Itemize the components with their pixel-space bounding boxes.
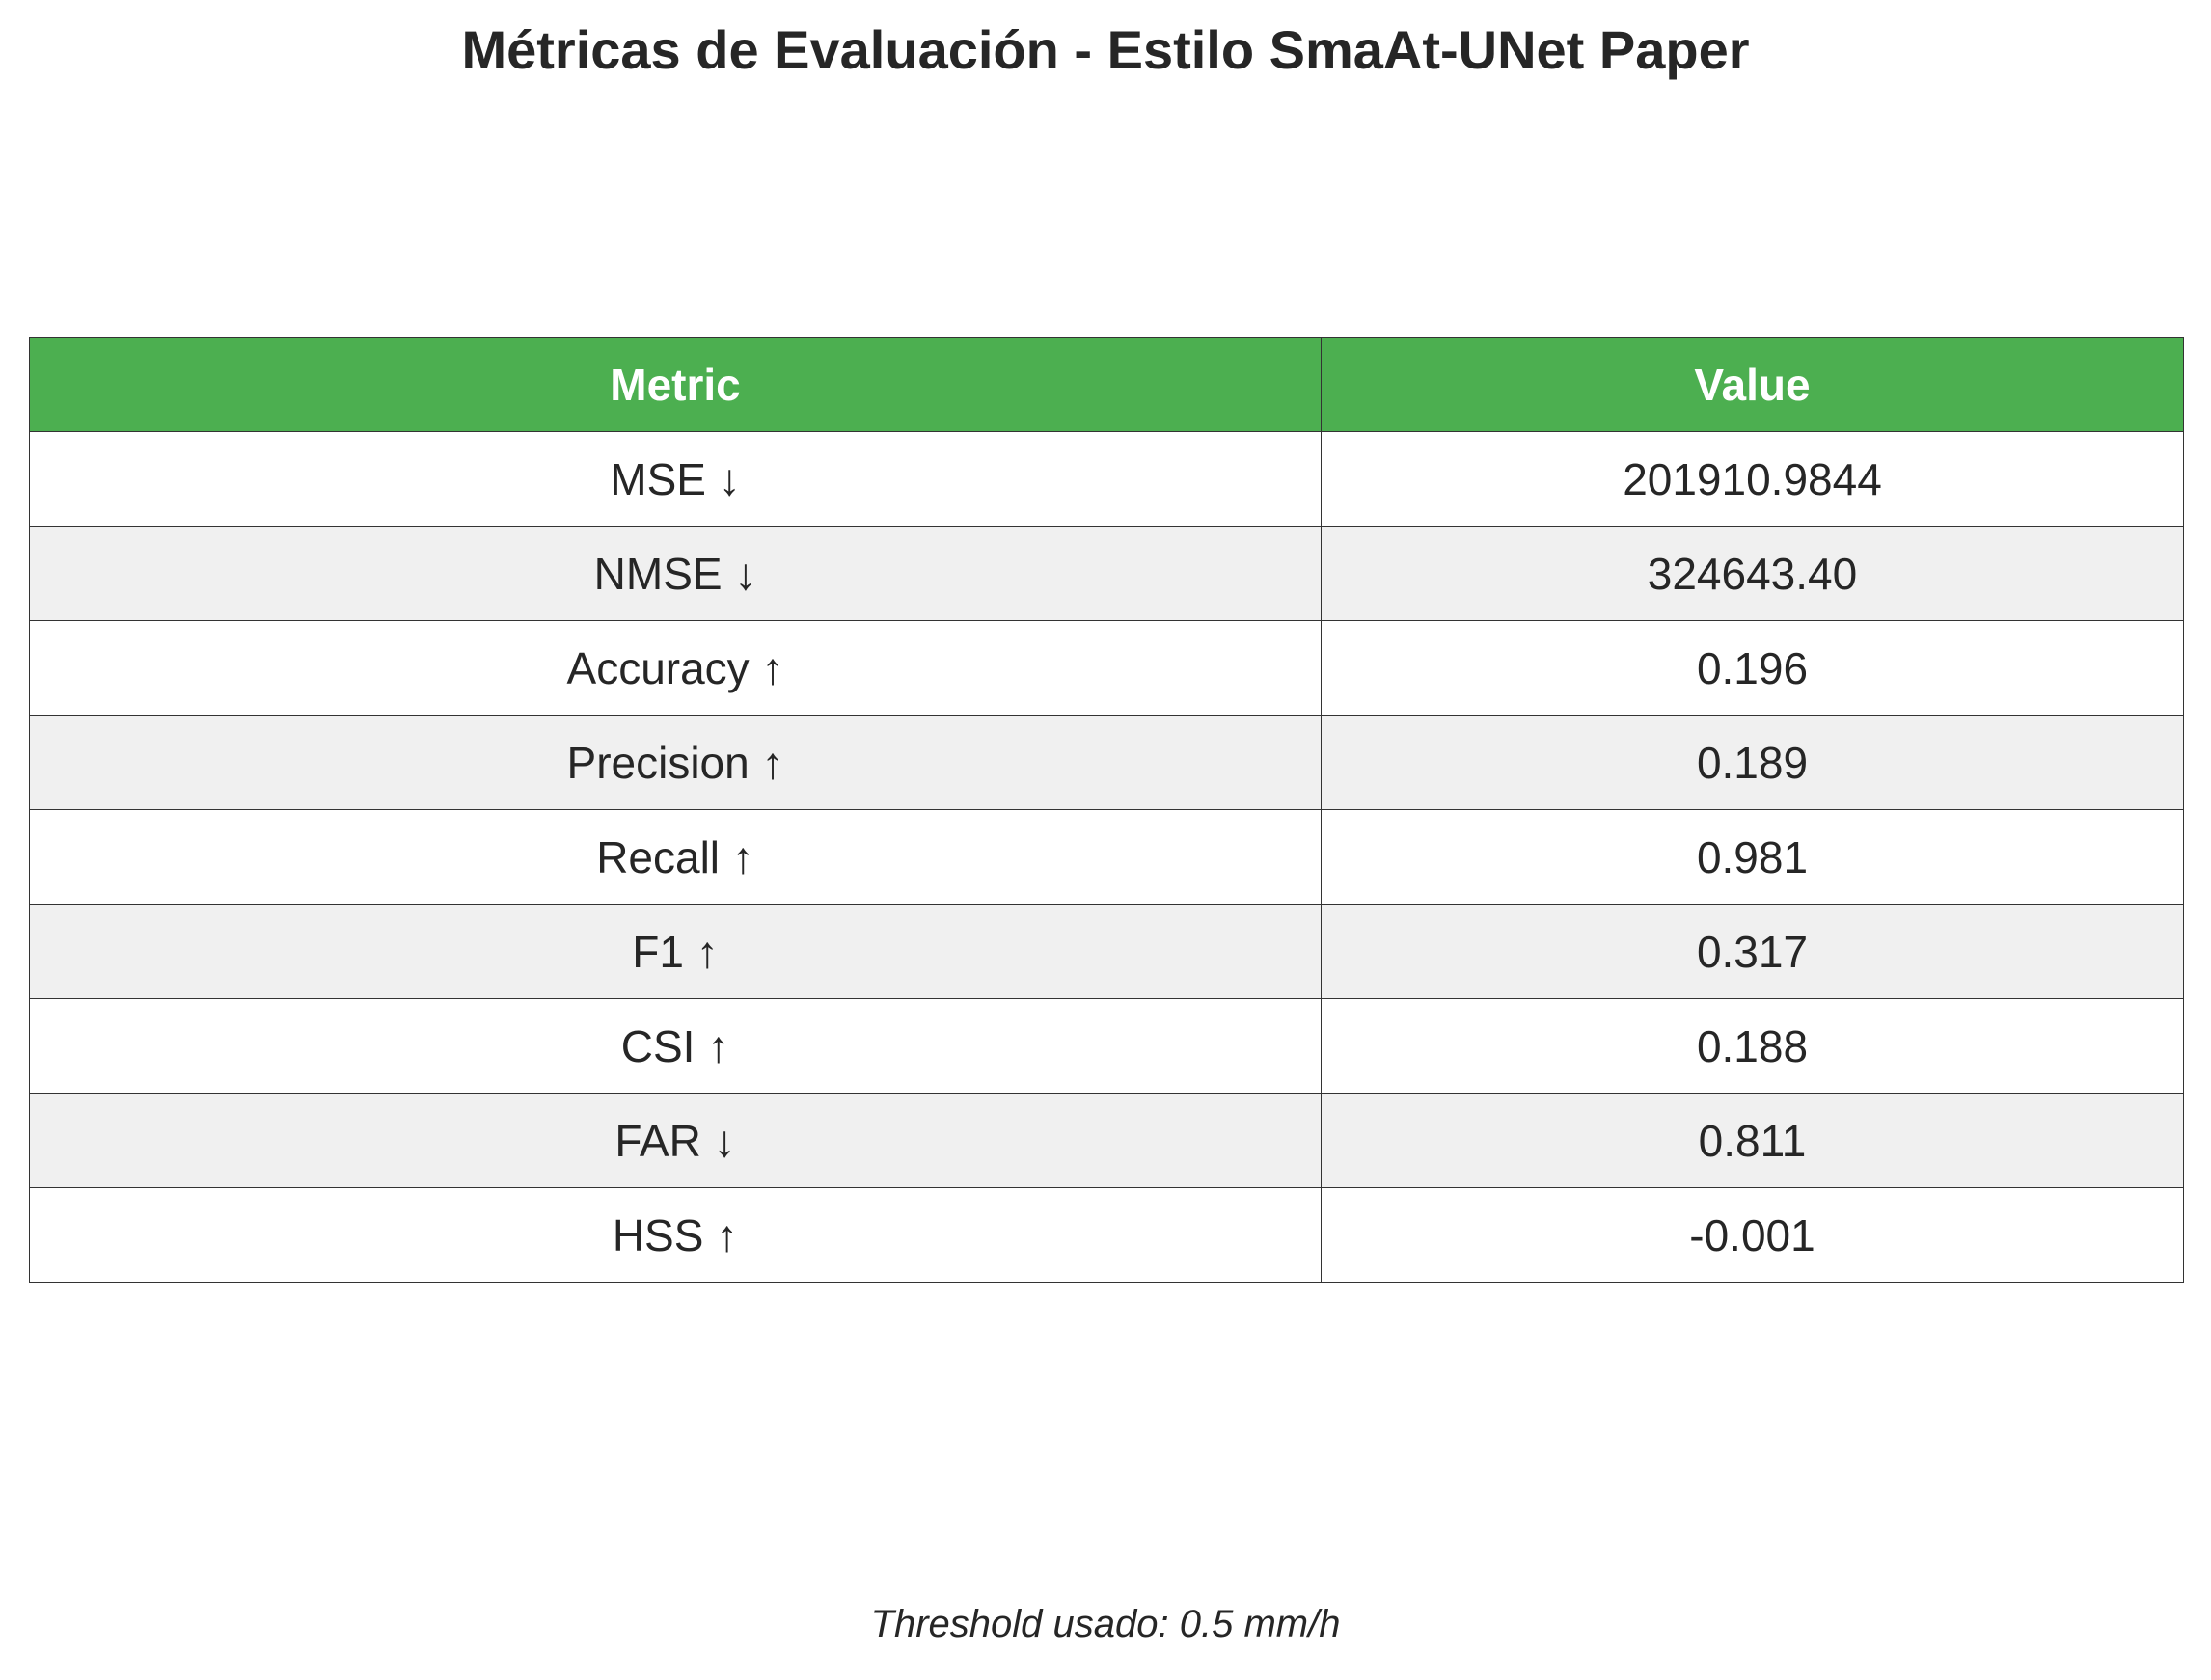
metric-value-cell: 0.317 xyxy=(1321,904,2184,999)
column-header-metric: Metric xyxy=(29,337,1322,432)
table-row: Recall ↑ 0.981 xyxy=(29,809,2184,905)
metrics-table: Metric Value MSE ↓ 201910.9844 NMSE ↓ 32… xyxy=(29,337,2184,1283)
metric-name-cell: NMSE ↓ xyxy=(29,526,1322,621)
metric-value-cell: 0.189 xyxy=(1321,715,2184,810)
metric-value-cell: 0.811 xyxy=(1321,1093,2184,1188)
metric-name-cell: FAR ↓ xyxy=(29,1093,1322,1188)
table-row: FAR ↓ 0.811 xyxy=(29,1093,2184,1188)
metric-name-cell: Accuracy ↑ xyxy=(29,620,1322,716)
table-row: Accuracy ↑ 0.196 xyxy=(29,620,2184,716)
table-row: Precision ↑ 0.189 xyxy=(29,715,2184,810)
column-header-value: Value xyxy=(1321,337,2184,432)
metric-value-cell: 0.981 xyxy=(1321,809,2184,905)
metric-value-cell: -0.001 xyxy=(1321,1187,2184,1283)
chart-title: Métricas de Evaluación - Estilo SmaAt-UN… xyxy=(461,19,1750,80)
metric-name-cell: HSS ↑ xyxy=(29,1187,1322,1283)
table-row: MSE ↓ 201910.9844 xyxy=(29,431,2184,527)
metric-name-cell: Recall ↑ xyxy=(29,809,1322,905)
metric-value-cell: 0.196 xyxy=(1321,620,2184,716)
metric-value-cell: 324643.40 xyxy=(1321,526,2184,621)
table-row: NMSE ↓ 324643.40 xyxy=(29,526,2184,621)
threshold-annotation: Threshold usado: 0.5 mm/h xyxy=(870,1603,1341,1645)
metric-name-cell: MSE ↓ xyxy=(29,431,1322,527)
table-row: CSI ↑ 0.188 xyxy=(29,998,2184,1094)
metric-name-cell: F1 ↑ xyxy=(29,904,1322,999)
metric-value-cell: 0.188 xyxy=(1321,998,2184,1094)
table-row: F1 ↑ 0.317 xyxy=(29,904,2184,999)
table-header-row: Metric Value xyxy=(29,337,2184,432)
metric-value-cell: 201910.9844 xyxy=(1321,431,2184,527)
metric-name-cell: CSI ↑ xyxy=(29,998,1322,1094)
metric-name-cell: Precision ↑ xyxy=(29,715,1322,810)
table-row: HSS ↑ -0.001 xyxy=(29,1187,2184,1283)
